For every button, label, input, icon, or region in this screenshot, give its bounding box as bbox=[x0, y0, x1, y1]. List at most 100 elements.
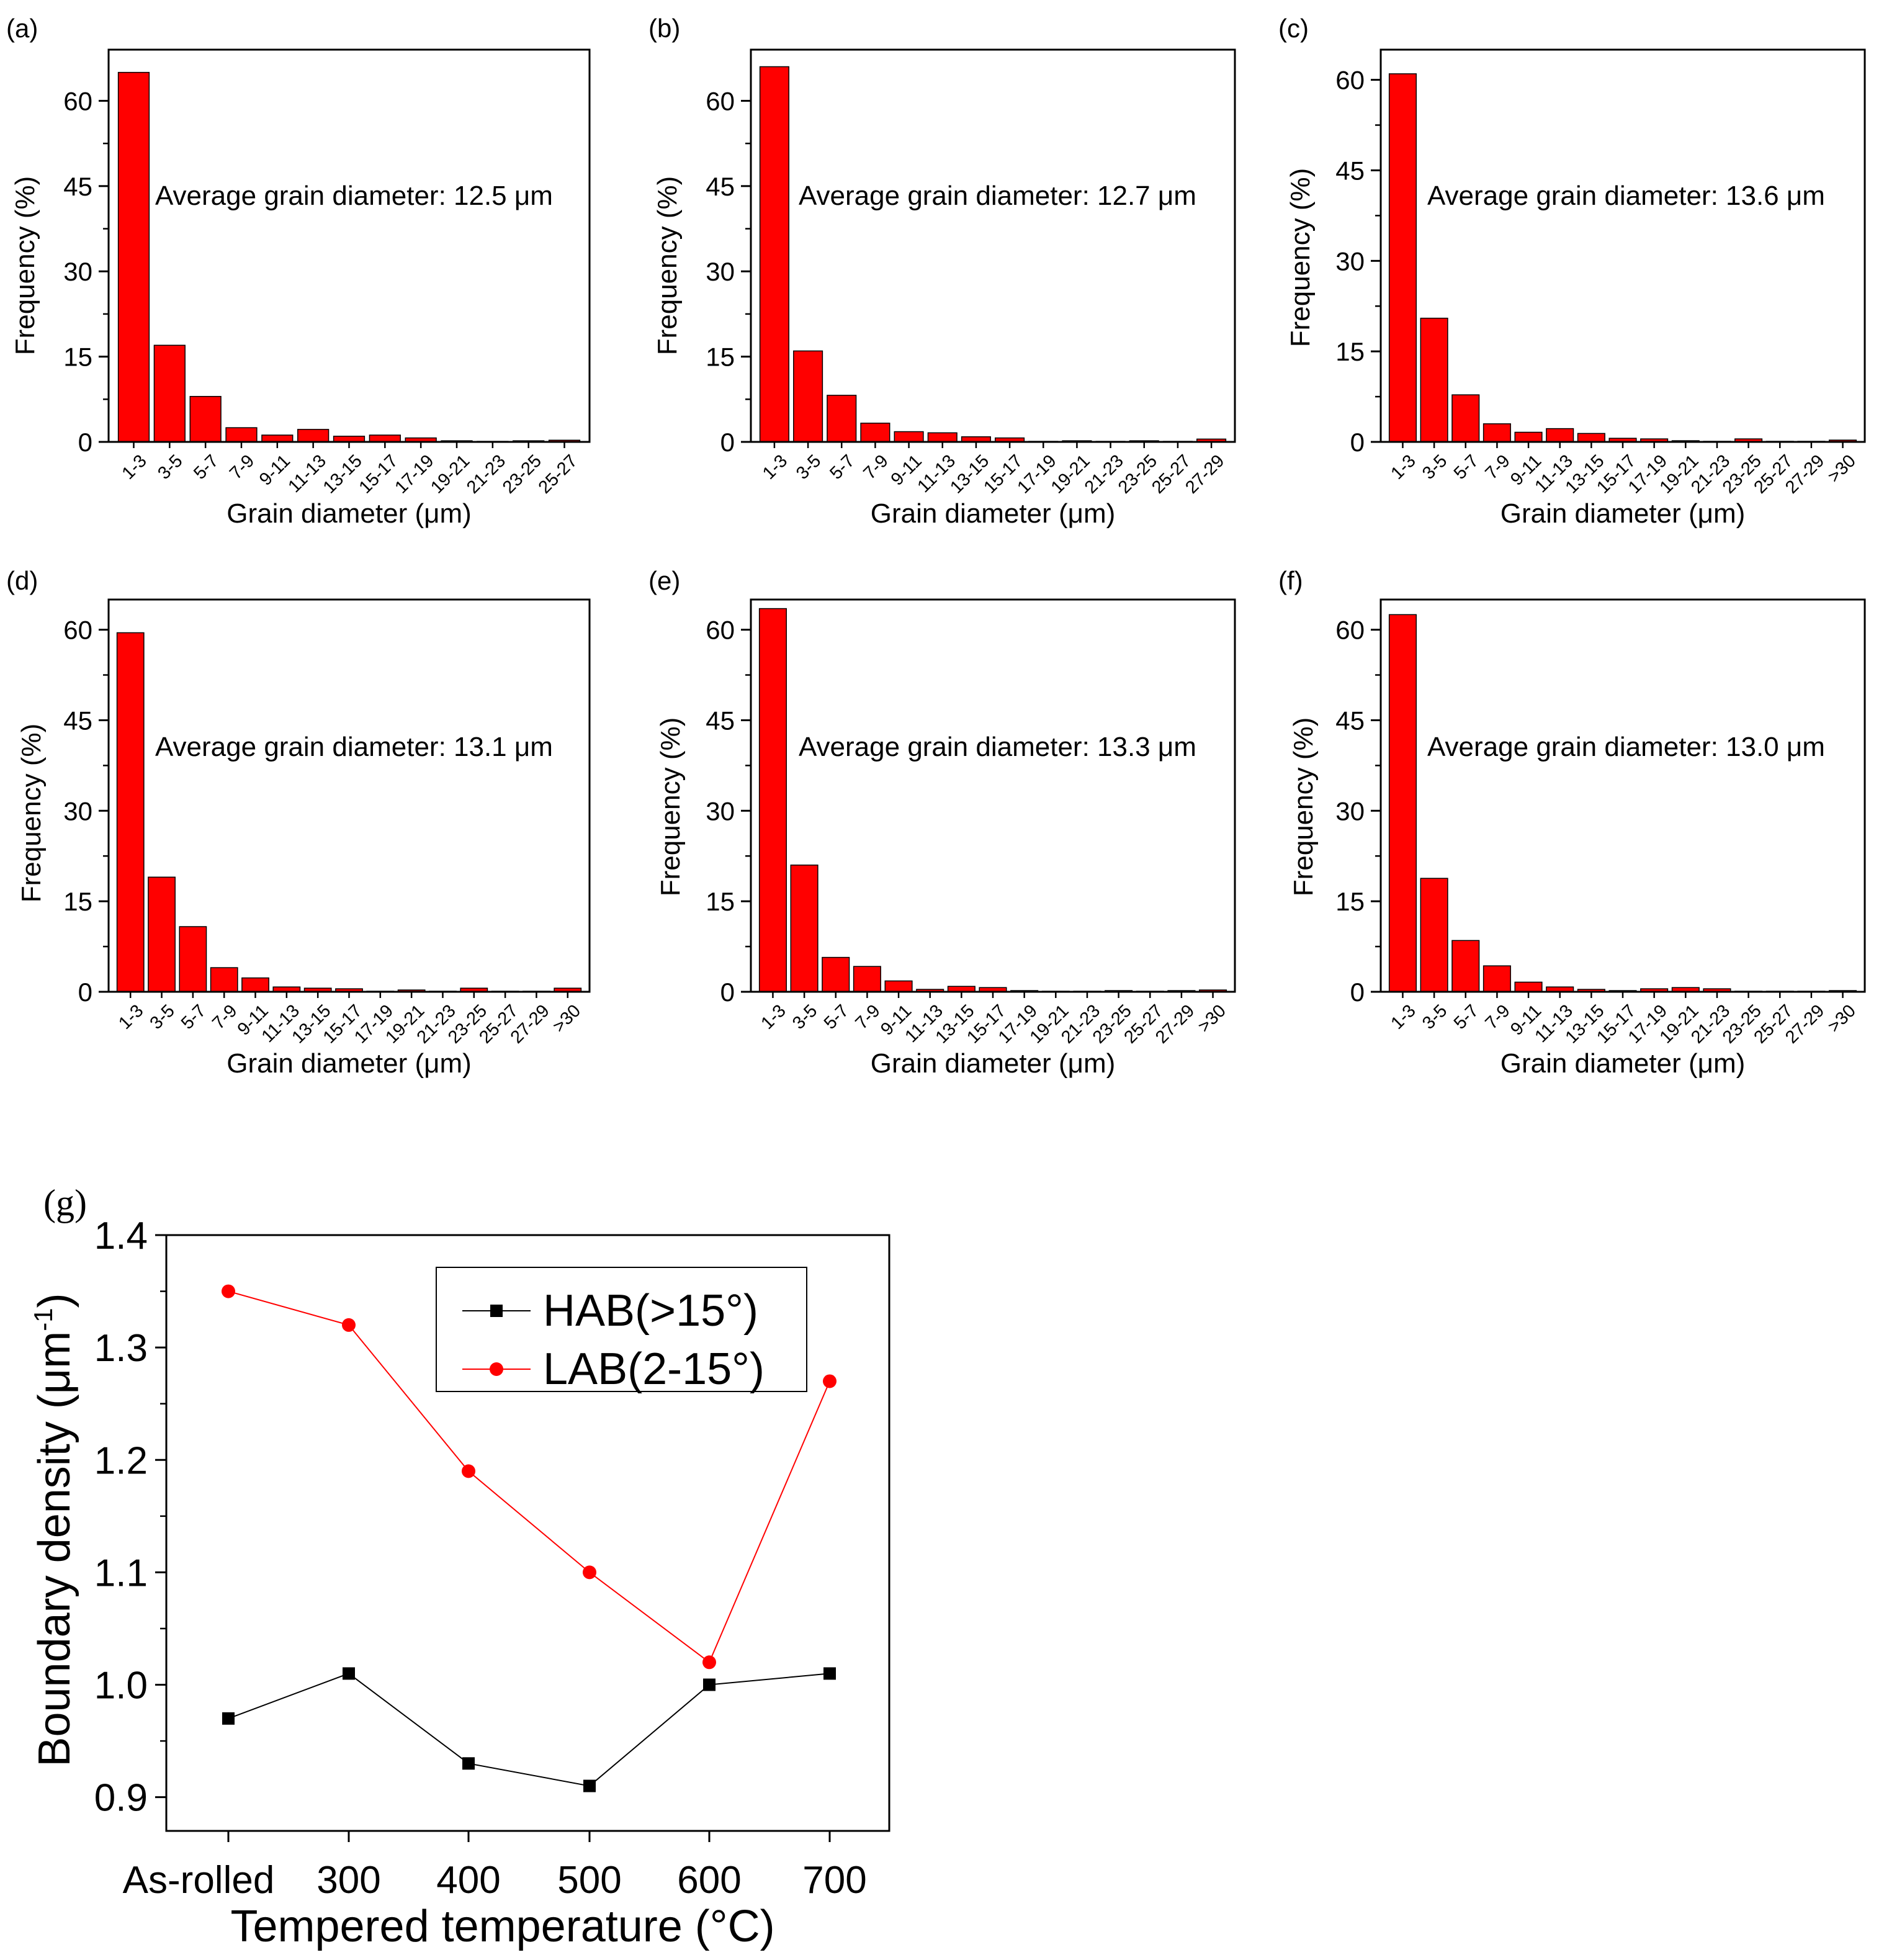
y-tick-label: 0 bbox=[78, 978, 92, 1007]
bar bbox=[790, 865, 819, 992]
x-axis-title: Grain diameter (μm) bbox=[227, 1048, 472, 1079]
y-tick-label: 30 bbox=[1335, 796, 1365, 825]
data-point-hab bbox=[222, 1712, 235, 1725]
bar bbox=[1483, 965, 1511, 992]
panel-label: (e) bbox=[648, 566, 680, 595]
bar bbox=[369, 434, 401, 443]
bar bbox=[1514, 431, 1543, 443]
y-tick-label: 60 bbox=[63, 616, 92, 645]
average-grain-annotation: Average grain diameter: 12.7 μm bbox=[799, 181, 1196, 211]
y-tick-label: 45 bbox=[63, 706, 92, 735]
bar bbox=[1420, 317, 1448, 443]
bar bbox=[759, 66, 789, 443]
bar bbox=[225, 427, 258, 443]
plot-frame bbox=[750, 598, 1236, 993]
panel-label: (a) bbox=[6, 14, 38, 43]
legend-lab-marker bbox=[490, 1362, 503, 1376]
y-tick-label: 1.4 bbox=[94, 1215, 148, 1257]
x-category-label: 15-17 bbox=[980, 451, 1026, 498]
x-tick-label: As-rolled bbox=[123, 1859, 275, 1902]
x-axis-title: Grain diameter (μm) bbox=[871, 498, 1116, 529]
x-category-label: >30 bbox=[549, 1001, 585, 1036]
bar bbox=[1546, 428, 1574, 443]
x-tick-label: 400 bbox=[436, 1859, 500, 1902]
bar bbox=[261, 434, 294, 443]
x-category-label: 15-17 bbox=[356, 451, 402, 498]
y-tick-label: 60 bbox=[1335, 66, 1365, 95]
x-category-label: 21-23 bbox=[1081, 451, 1128, 498]
y-tick-label: 0 bbox=[720, 978, 735, 1007]
x-category-label: 19-21 bbox=[427, 451, 473, 498]
x-category-label: 1-3 bbox=[1387, 1001, 1419, 1033]
bar bbox=[116, 632, 145, 992]
y-tick-label: 0 bbox=[1350, 978, 1365, 1007]
data-point-hab bbox=[823, 1667, 836, 1680]
x-category-label: 23-25 bbox=[499, 451, 545, 498]
panel-label: (g) bbox=[43, 1182, 87, 1223]
y-tick-label: 45 bbox=[1335, 156, 1365, 185]
y-tick-label: 30 bbox=[706, 257, 735, 286]
x-category-label: 3-5 bbox=[1419, 451, 1451, 483]
x-category-label: >30 bbox=[1194, 1001, 1229, 1036]
x-category-label: 5-7 bbox=[1450, 1001, 1483, 1033]
x-axis-title: Tempered temperature (°C) bbox=[230, 1902, 774, 1951]
bar bbox=[1388, 614, 1417, 992]
x-category-label: 23-25 bbox=[1115, 451, 1161, 498]
bar bbox=[117, 71, 150, 443]
data-point-lab bbox=[222, 1284, 235, 1298]
bar bbox=[758, 608, 787, 992]
average-grain-annotation: Average grain diameter: 13.1 μm bbox=[155, 732, 553, 762]
data-point-lab bbox=[342, 1318, 356, 1332]
data-point-lab bbox=[823, 1374, 837, 1388]
line-panel-g: (g) 0.9 1.0 1.1 1.2 1.3 1.4 As-rolled 300 400 500 6… bbox=[29, 1182, 890, 1951]
data-point-lab bbox=[583, 1565, 596, 1580]
x-category-label: 1-3 bbox=[757, 1001, 789, 1033]
panel-label: (f) bbox=[1278, 566, 1303, 595]
data-point-lab bbox=[462, 1464, 475, 1478]
y-axis-title: Frequency (%) bbox=[16, 724, 47, 903]
series-line-hab bbox=[228, 1673, 830, 1787]
x-tick-label: 600 bbox=[677, 1859, 741, 1902]
y-axis-title: Boundary density (μm-1) bbox=[29, 1293, 79, 1766]
x-category-label: 3-5 bbox=[789, 1001, 821, 1033]
y-tick-label: 45 bbox=[1335, 706, 1365, 735]
x-category-label: 3-5 bbox=[1419, 1001, 1451, 1033]
x-category-label: 13-15 bbox=[946, 451, 993, 498]
y-tick-label: 45 bbox=[706, 172, 735, 201]
y-tick-label: 0.9 bbox=[94, 1777, 148, 1820]
bar bbox=[189, 395, 222, 443]
plot-frame bbox=[750, 48, 1236, 443]
bar bbox=[793, 350, 823, 443]
x-category-label: 25-27 bbox=[1148, 451, 1195, 498]
x-category-label: 11-13 bbox=[284, 451, 330, 497]
x-category-label: 17-19 bbox=[1013, 451, 1060, 498]
y-axis-title: Frequency (%) bbox=[10, 176, 40, 356]
y-tick-label: 15 bbox=[1335, 887, 1365, 916]
bar bbox=[1577, 433, 1605, 443]
bar bbox=[1451, 394, 1480, 443]
legend-lab-label: LAB(2-15°) bbox=[543, 1344, 765, 1394]
plot-frame bbox=[1379, 48, 1866, 443]
average-grain-annotation: Average grain diameter: 13.6 μm bbox=[1427, 181, 1825, 211]
x-category-label: 1-3 bbox=[119, 451, 151, 483]
data-point-hab bbox=[343, 1667, 355, 1680]
y-tick-label: 60 bbox=[706, 616, 735, 645]
x-category-label: 21-23 bbox=[463, 451, 509, 498]
y-axis-title: Frequency (%) bbox=[655, 717, 686, 897]
y-tick-label: 60 bbox=[706, 86, 735, 115]
x-category-label: 1-3 bbox=[759, 451, 791, 483]
bar bbox=[1483, 423, 1511, 443]
x-category-label: 5-7 bbox=[177, 1001, 210, 1033]
x-category-label: 5-7 bbox=[1450, 451, 1483, 483]
average-grain-annotation: Average grain diameter: 13.0 μm bbox=[1427, 732, 1825, 762]
bar bbox=[927, 432, 958, 443]
bar bbox=[179, 926, 207, 992]
y-tick-label: 60 bbox=[63, 86, 92, 115]
y-tick-label: 30 bbox=[1335, 246, 1365, 276]
y-tick-label: 45 bbox=[63, 172, 92, 201]
y-tick-label: 30 bbox=[63, 257, 92, 286]
legend-hab-marker bbox=[490, 1305, 503, 1317]
bar bbox=[241, 977, 269, 992]
x-category-label: 3-5 bbox=[146, 1001, 179, 1033]
